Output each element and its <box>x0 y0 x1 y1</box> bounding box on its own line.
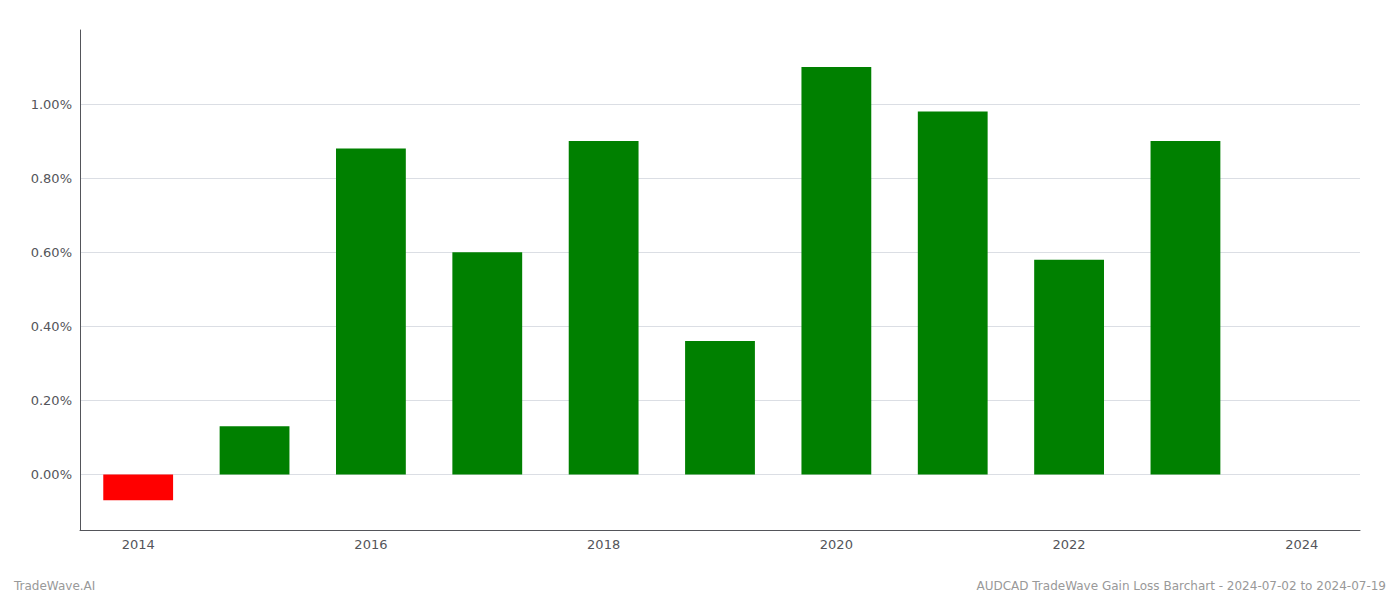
svg-text:0.00%: 0.00% <box>31 467 72 482</box>
svg-text:2020: 2020 <box>820 537 853 552</box>
svg-text:2018: 2018 <box>587 537 620 552</box>
svg-text:2024: 2024 <box>1285 537 1318 552</box>
svg-text:2014: 2014 <box>122 537 155 552</box>
svg-text:AUDCAD TradeWave Gain Loss Bar: AUDCAD TradeWave Gain Loss Barchart - 20… <box>976 579 1386 593</box>
svg-text:1.00%: 1.00% <box>31 97 72 112</box>
svg-text:0.80%: 0.80% <box>31 171 72 186</box>
svg-text:0.40%: 0.40% <box>31 319 72 334</box>
svg-text:2016: 2016 <box>354 537 387 552</box>
svg-text:2022: 2022 <box>1053 537 1086 552</box>
svg-text:0.20%: 0.20% <box>31 393 72 408</box>
svg-text:0.60%: 0.60% <box>31 245 72 260</box>
svg-text:TradeWave.AI: TradeWave.AI <box>13 579 95 593</box>
